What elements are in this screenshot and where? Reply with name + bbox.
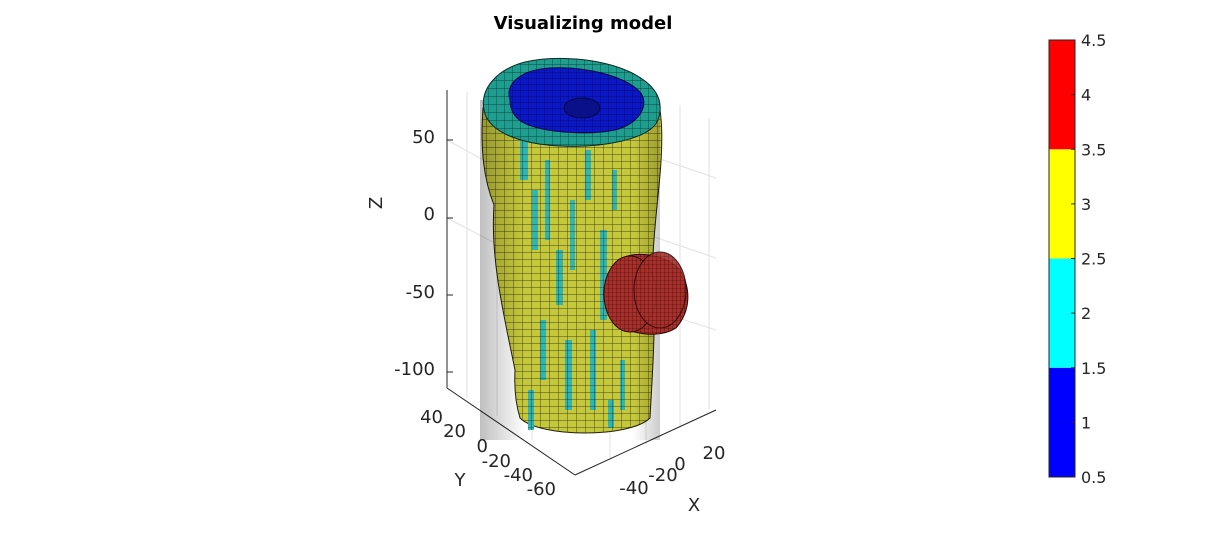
x-axis-label: X [688, 495, 700, 516]
z-tick-label: -100 [394, 359, 435, 380]
colorbar-tick-label: 2 [1081, 304, 1091, 323]
colorbar-band [1049, 149, 1075, 259]
x-tick-label: -40 [619, 478, 648, 499]
z-tick-label: -50 [406, 282, 435, 303]
colorbar-tick-label: 3.5 [1081, 140, 1106, 159]
z-tick-label: 0 [424, 204, 435, 225]
y-tick-label: 0 [477, 436, 488, 457]
y-tick-label: -60 [527, 479, 556, 500]
x-tick-label: 20 [703, 443, 726, 464]
colorbar-tick-label: 3 [1081, 195, 1091, 214]
chart-title: Visualizing model [494, 13, 673, 34]
y-axis-label: Y [454, 470, 467, 491]
x-tick-label: 0 [674, 454, 685, 475]
z-axis-label: Z [366, 197, 387, 209]
colorbar-tick-label: 2.5 [1081, 250, 1106, 269]
colorbar-band [1049, 367, 1075, 477]
colorbar-tick-label: 4.5 [1081, 31, 1106, 50]
y-tick-label: -20 [482, 451, 511, 472]
y-tick-label: 40 [420, 407, 443, 428]
colorbar-band [1049, 258, 1075, 368]
colorbar-band [1049, 40, 1075, 150]
model-top-hole [563, 97, 601, 119]
surface-model [480, 57, 689, 440]
colorbar-tick-label: 0.5 [1081, 468, 1106, 487]
y-tick-label: 20 [443, 421, 466, 442]
colorbar-tick-label: 4 [1081, 86, 1091, 105]
z-tick-label: 50 [412, 127, 435, 148]
colorbar: 4.5 4 3.5 3 2.5 2 1.5 1 0.5 [1048, 31, 1106, 487]
colorbar-tick-label: 1 [1081, 413, 1091, 432]
x-tick-label: -20 [648, 465, 677, 486]
colorbar-tick-label: 1.5 [1081, 359, 1106, 378]
y-tick-label: -40 [504, 465, 533, 486]
